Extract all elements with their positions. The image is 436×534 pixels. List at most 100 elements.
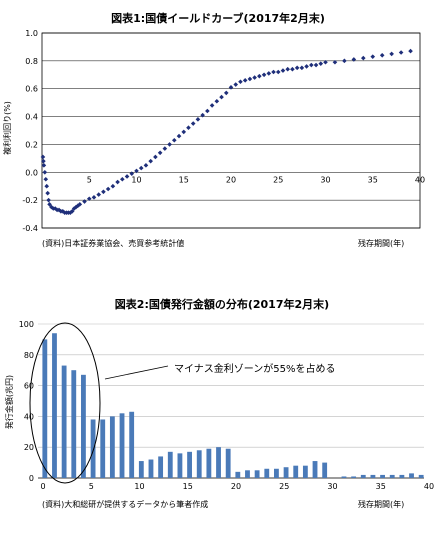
chart1-point — [318, 61, 324, 66]
chart2-bar — [370, 474, 376, 478]
chart1-xtick-label: 30 — [320, 175, 330, 184]
chart2-bar — [399, 474, 405, 478]
chart1-point — [299, 65, 305, 71]
chart1-point — [190, 121, 196, 126]
chart1-point — [370, 54, 376, 59]
chart1-point — [361, 55, 366, 61]
chart1-point — [195, 117, 201, 122]
chart1-point — [261, 72, 267, 78]
chart1-ytick-label: 0.2 — [25, 140, 38, 149]
chart1-point — [101, 189, 106, 195]
chart2-bar — [409, 473, 414, 478]
chart2-xtick-label: 15 — [183, 482, 193, 491]
chart1-point — [172, 137, 177, 143]
chart1-xtick-label: 35 — [368, 175, 378, 184]
chart2-xtick-label: 40 — [424, 482, 434, 491]
chart2-bar — [418, 474, 424, 478]
chart2-xlabel: 残存期間(年) — [358, 499, 404, 509]
chart1-point — [44, 183, 50, 189]
chart1-point — [68, 210, 73, 215]
chart2-bar — [302, 465, 308, 478]
chart1-point — [181, 129, 187, 135]
chart1-xtick-label: 10 — [131, 175, 141, 184]
chart2-bar — [167, 451, 173, 478]
chart1-point — [138, 165, 144, 171]
chart1-point — [105, 186, 111, 192]
chart2-bar — [42, 339, 48, 478]
chart2-bar — [109, 416, 115, 478]
chart2-bar — [254, 470, 260, 478]
chart1-point — [323, 59, 328, 65]
chart1-point — [47, 202, 52, 207]
chart1-point — [223, 90, 229, 96]
chart2-ytick-label: 20 — [24, 443, 34, 452]
chart1-point — [294, 65, 300, 71]
chart2-bar — [351, 476, 357, 478]
chart1-ytick-label: 0.0 — [25, 168, 38, 177]
chart1-point — [148, 158, 153, 164]
chart1-point — [304, 64, 309, 69]
chart1-point — [153, 154, 158, 160]
chart2-bar — [100, 419, 106, 478]
chart1-point — [238, 79, 243, 85]
chart2-bar — [264, 468, 270, 478]
chart2-bar — [360, 474, 366, 478]
chart1-point — [167, 142, 172, 147]
chart2-bar — [138, 461, 144, 478]
chart2-bar — [225, 448, 231, 478]
chart2-xtick-label: 35 — [376, 482, 386, 491]
chart1-point — [247, 76, 253, 82]
chart1-point — [200, 112, 205, 118]
chart2-bar — [322, 462, 328, 478]
chart2-ytick-label: 0 — [29, 474, 34, 483]
chart1-point — [342, 58, 347, 64]
chart2-source: (資料)大和総研が提供するデータから筆者作成 — [42, 499, 208, 509]
chart1-point — [40, 154, 46, 160]
chart1-ytick-label: -0.4 — [22, 224, 38, 233]
chart2-bar — [235, 471, 241, 478]
chart1-ytick-label: 0.6 — [25, 85, 38, 94]
chart2-xtick-label: 5 — [89, 482, 94, 491]
chart1-point — [41, 163, 47, 168]
chart1-point — [389, 51, 394, 57]
chart1-source: (資料)日本証券業協会、売買参考統計値 — [42, 238, 184, 248]
chart2-bar — [274, 468, 279, 478]
chart1-point — [186, 125, 191, 131]
chart1-ytick-label: -0.2 — [22, 196, 38, 205]
chart1-point — [77, 202, 83, 207]
chart2-bar — [196, 450, 202, 478]
chart2-title: 図表2:国債発行金額の分布(2017年2月末) — [115, 297, 329, 311]
chart1-ylabel: 複利利回り(%) — [2, 101, 12, 155]
chart2-bar — [389, 474, 395, 478]
chart2-bar — [52, 333, 57, 478]
chart1-xtick-label: 15 — [179, 175, 189, 184]
chart2-bar — [119, 413, 125, 478]
chart1-point — [275, 69, 281, 75]
chart2-bar — [293, 465, 299, 478]
chart1-point — [157, 150, 163, 156]
chart1-point — [134, 168, 139, 174]
chart1-title: 図表1:国債イールドカーブ(2017年2月末) — [111, 11, 325, 25]
chart1-point — [351, 57, 357, 62]
chart1-xtick-label: 25 — [273, 175, 283, 184]
chart1-point — [176, 133, 182, 139]
chart1-point — [115, 179, 120, 185]
chart2-xtick-label: 0 — [40, 482, 45, 491]
chart2-bar — [177, 453, 183, 478]
chart2-bar — [283, 467, 289, 478]
chart2-bar — [90, 419, 96, 478]
chart2-xtick-label: 10 — [134, 482, 144, 491]
chart1-point — [309, 62, 314, 68]
chart1-point — [233, 82, 239, 87]
chart1-point — [280, 68, 286, 73]
chart1-point — [242, 78, 248, 83]
chart1-point — [45, 190, 50, 196]
chart1-point — [42, 169, 48, 175]
chart1-xlabel: 残存期間(年) — [358, 238, 404, 248]
chart1-point — [162, 146, 168, 151]
chart1-point — [228, 85, 234, 90]
chart2-bar — [129, 411, 135, 478]
chart2-bar — [158, 456, 164, 478]
chart2-bar — [341, 476, 347, 478]
chart1-point — [124, 174, 130, 179]
